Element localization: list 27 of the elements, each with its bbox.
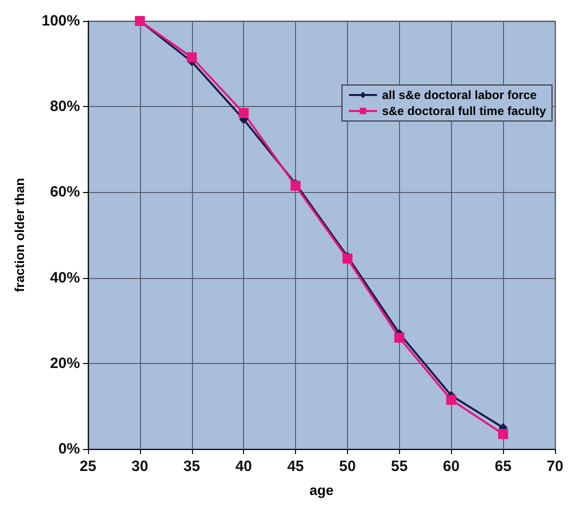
x-tick-label: 50 bbox=[339, 458, 356, 475]
y-tick-label: 20% bbox=[50, 354, 80, 372]
y-tick-label: 80% bbox=[50, 98, 80, 116]
x-axis-title: age bbox=[309, 482, 334, 498]
y-axis-title: fraction older than bbox=[12, 178, 27, 292]
x-tick-label: 60 bbox=[442, 458, 460, 475]
y-tick-label: 0% bbox=[58, 440, 80, 458]
legend-label: s&e doctoral full time faculty bbox=[382, 104, 546, 118]
x-tick-label: 70 bbox=[546, 458, 564, 475]
x-tick-label: 65 bbox=[494, 458, 512, 475]
x-tick-label: 25 bbox=[80, 458, 96, 475]
x-tick-label: 55 bbox=[390, 458, 408, 475]
x-tick-label: 30 bbox=[132, 458, 148, 475]
point bbox=[498, 429, 508, 440]
point bbox=[290, 180, 301, 191]
x-tick-label: 45 bbox=[287, 458, 304, 475]
x-tick-label: 35 bbox=[183, 458, 200, 475]
x-tick-label: 40 bbox=[235, 458, 252, 475]
y-tick-label: 40% bbox=[50, 269, 80, 286]
point bbox=[394, 332, 404, 343]
point bbox=[446, 394, 456, 405]
y-tick-label: 100% bbox=[42, 12, 80, 30]
point bbox=[186, 52, 197, 62]
legend-label: all s&e doctoral labor force bbox=[382, 88, 538, 102]
point bbox=[342, 254, 352, 264]
y-tick-label: 60% bbox=[50, 184, 80, 201]
point bbox=[238, 108, 249, 118]
